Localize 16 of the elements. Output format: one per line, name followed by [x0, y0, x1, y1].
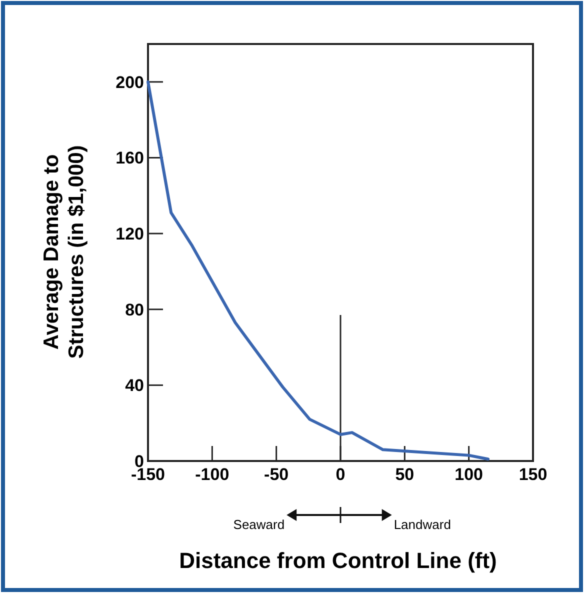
- y-tick-label: 160: [116, 148, 144, 168]
- x-tick-label: -100: [195, 465, 230, 484]
- y-tick-label: 80: [125, 300, 144, 320]
- x-tick-label: 150: [518, 465, 548, 484]
- text: Landward: [394, 517, 451, 532]
- line-series: [146, 80, 490, 461]
- x-tick-label: 100: [454, 465, 484, 484]
- y-axis-title: Average Damage to Structures (in $1,000): [40, 145, 88, 359]
- y-tick-label: 120: [116, 224, 144, 244]
- text: Seaward: [233, 517, 285, 532]
- x-tick-label: 0: [336, 465, 346, 484]
- x-tick-label: -50: [264, 465, 289, 484]
- y-tick-label: 200: [116, 72, 144, 92]
- y-tick-label: 40: [125, 376, 144, 396]
- x-tick-label: 50: [395, 465, 414, 484]
- x-axis-title: Distance from Control Line (ft): [179, 548, 497, 573]
